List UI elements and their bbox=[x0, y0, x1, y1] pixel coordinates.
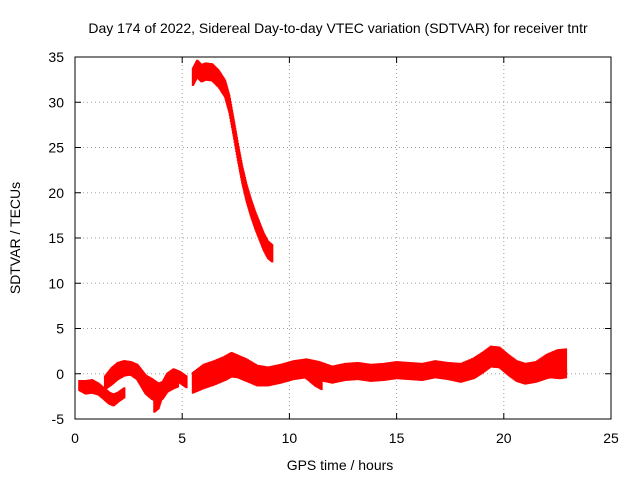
series-arc-e bbox=[299, 363, 323, 391]
y-tick-label: 0 bbox=[56, 366, 64, 382]
y-tick-label: 15 bbox=[48, 230, 64, 246]
x-tick-label: 5 bbox=[178, 430, 186, 446]
x-tick-label: 20 bbox=[496, 430, 512, 446]
x-tick-label: 25 bbox=[603, 430, 619, 446]
y-tick-label: 20 bbox=[48, 185, 64, 201]
series-upper-arc bbox=[191, 59, 274, 263]
y-tick-label: 10 bbox=[48, 275, 64, 291]
x-tick-label: 0 bbox=[71, 430, 79, 446]
y-axis-label: SDTVAR / TECUs bbox=[7, 182, 23, 294]
data-series bbox=[78, 59, 568, 413]
x-tick-label: 10 bbox=[282, 430, 298, 446]
axis-ticks: 0 5 10 15 20 25 -5 0 5 10 15 20 25 30 35 bbox=[48, 49, 619, 446]
chart-title: Day 174 of 2022, Sidereal Day-to-day VTE… bbox=[88, 20, 588, 36]
series-arc-d bbox=[191, 345, 568, 394]
y-tick-label: 35 bbox=[48, 49, 64, 65]
y-tick-label: -5 bbox=[52, 411, 65, 427]
x-tick-label: 15 bbox=[389, 430, 405, 446]
grid bbox=[75, 57, 611, 419]
y-tick-label: 5 bbox=[56, 321, 64, 337]
y-tick-label: 25 bbox=[48, 140, 64, 156]
series-arc-a bbox=[78, 379, 126, 407]
y-tick-label: 30 bbox=[48, 94, 64, 110]
series-arc-f bbox=[515, 367, 568, 382]
x-axis-label: GPS time / hours bbox=[287, 457, 394, 473]
series-arc-c bbox=[153, 368, 188, 413]
